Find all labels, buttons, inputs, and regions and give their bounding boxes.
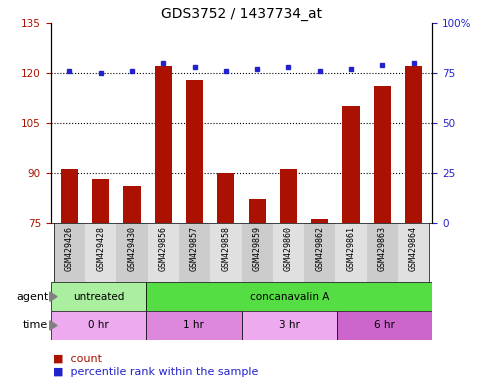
Text: 1 hr: 1 hr: [184, 320, 204, 331]
Bar: [148, 223, 179, 282]
Bar: [367, 223, 398, 282]
Text: GSM429856: GSM429856: [159, 226, 168, 271]
Bar: [242, 311, 337, 340]
Bar: [280, 169, 297, 223]
Bar: [335, 223, 367, 282]
Bar: [337, 311, 432, 340]
Text: GSM429428: GSM429428: [96, 226, 105, 271]
Bar: [51, 282, 146, 311]
Text: GSM429861: GSM429861: [346, 226, 355, 271]
Text: GSM429426: GSM429426: [65, 226, 74, 271]
Bar: [342, 106, 359, 223]
Bar: [146, 311, 242, 340]
Bar: [155, 66, 172, 223]
Text: agent: agent: [16, 291, 48, 302]
Bar: [374, 86, 391, 223]
Bar: [54, 223, 85, 282]
Bar: [210, 223, 242, 282]
Bar: [146, 282, 432, 311]
Text: ■  percentile rank within the sample: ■ percentile rank within the sample: [53, 367, 258, 377]
Text: 0 hr: 0 hr: [88, 320, 109, 331]
Text: GSM429857: GSM429857: [190, 226, 199, 271]
Text: GSM429860: GSM429860: [284, 226, 293, 271]
Text: time: time: [23, 320, 48, 331]
Bar: [217, 173, 234, 223]
Bar: [311, 219, 328, 223]
Bar: [405, 66, 422, 223]
Text: GSM429430: GSM429430: [128, 226, 137, 271]
Bar: [398, 223, 429, 282]
Bar: [124, 186, 141, 223]
Text: GSM429863: GSM429863: [378, 226, 387, 271]
Bar: [249, 199, 266, 223]
Bar: [186, 79, 203, 223]
Text: ■  count: ■ count: [53, 353, 102, 363]
Text: GSM429859: GSM429859: [253, 226, 262, 271]
Bar: [92, 179, 109, 223]
Bar: [51, 311, 146, 340]
Bar: [116, 223, 148, 282]
Text: 6 hr: 6 hr: [374, 320, 395, 331]
Bar: [304, 223, 335, 282]
Text: GSM429862: GSM429862: [315, 226, 324, 271]
Text: GSM429858: GSM429858: [221, 226, 230, 271]
Bar: [179, 223, 210, 282]
Bar: [61, 169, 78, 223]
Text: untreated: untreated: [73, 291, 124, 302]
Title: GDS3752 / 1437734_at: GDS3752 / 1437734_at: [161, 7, 322, 21]
Bar: [242, 223, 273, 282]
Bar: [85, 223, 116, 282]
Bar: [273, 223, 304, 282]
Text: GSM429864: GSM429864: [409, 226, 418, 271]
Text: 3 hr: 3 hr: [279, 320, 299, 331]
Text: concanavalin A: concanavalin A: [250, 291, 329, 302]
